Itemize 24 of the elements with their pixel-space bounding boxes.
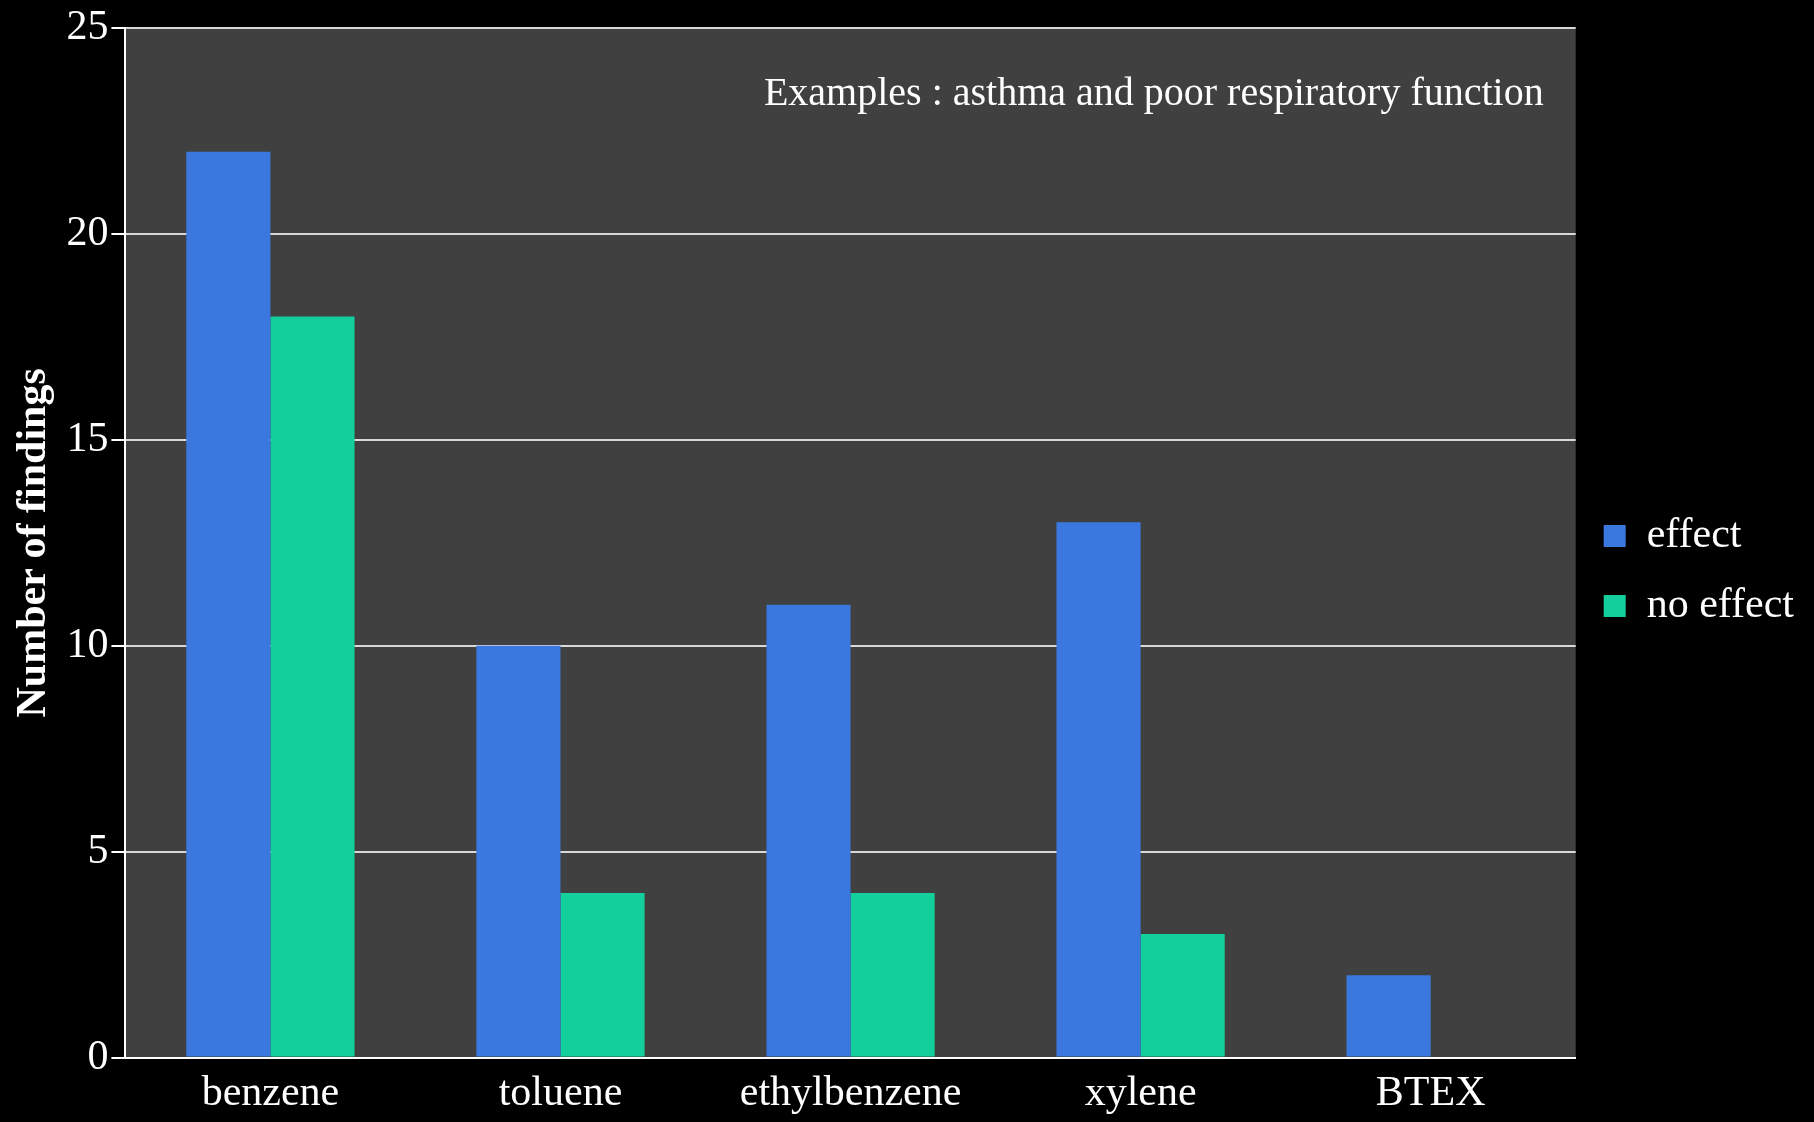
x-tick-label: xylene	[1084, 1067, 1197, 1114]
bar	[1056, 522, 1141, 1057]
x-tick-label: toluene	[498, 1067, 623, 1114]
legend-label: effect	[1646, 510, 1742, 557]
x-tick-label: BTEX	[1375, 1067, 1486, 1114]
bar	[186, 151, 271, 1057]
bar	[476, 645, 561, 1057]
x-tick-label: ethylbenzene	[739, 1067, 962, 1114]
bar	[560, 892, 645, 1057]
annotation: Examples : asthma and poor respiratory function	[763, 68, 1544, 114]
y-tick-label: 0	[87, 1031, 109, 1078]
y-tick-label: 5	[87, 825, 109, 872]
bar	[270, 316, 355, 1057]
y-axis-title: Number of findings	[8, 368, 55, 718]
y-tick-label: 10	[66, 619, 109, 666]
y-tick-label: 15	[66, 413, 109, 460]
y-tick-label: 20	[66, 208, 109, 255]
bar	[766, 604, 851, 1057]
bar	[1140, 934, 1225, 1057]
legend-label: no effect	[1646, 580, 1795, 627]
x-tick-label: benzene	[201, 1067, 340, 1114]
y-tick-label: 25	[66, 2, 109, 49]
bar	[850, 892, 935, 1057]
bar	[1346, 975, 1431, 1057]
